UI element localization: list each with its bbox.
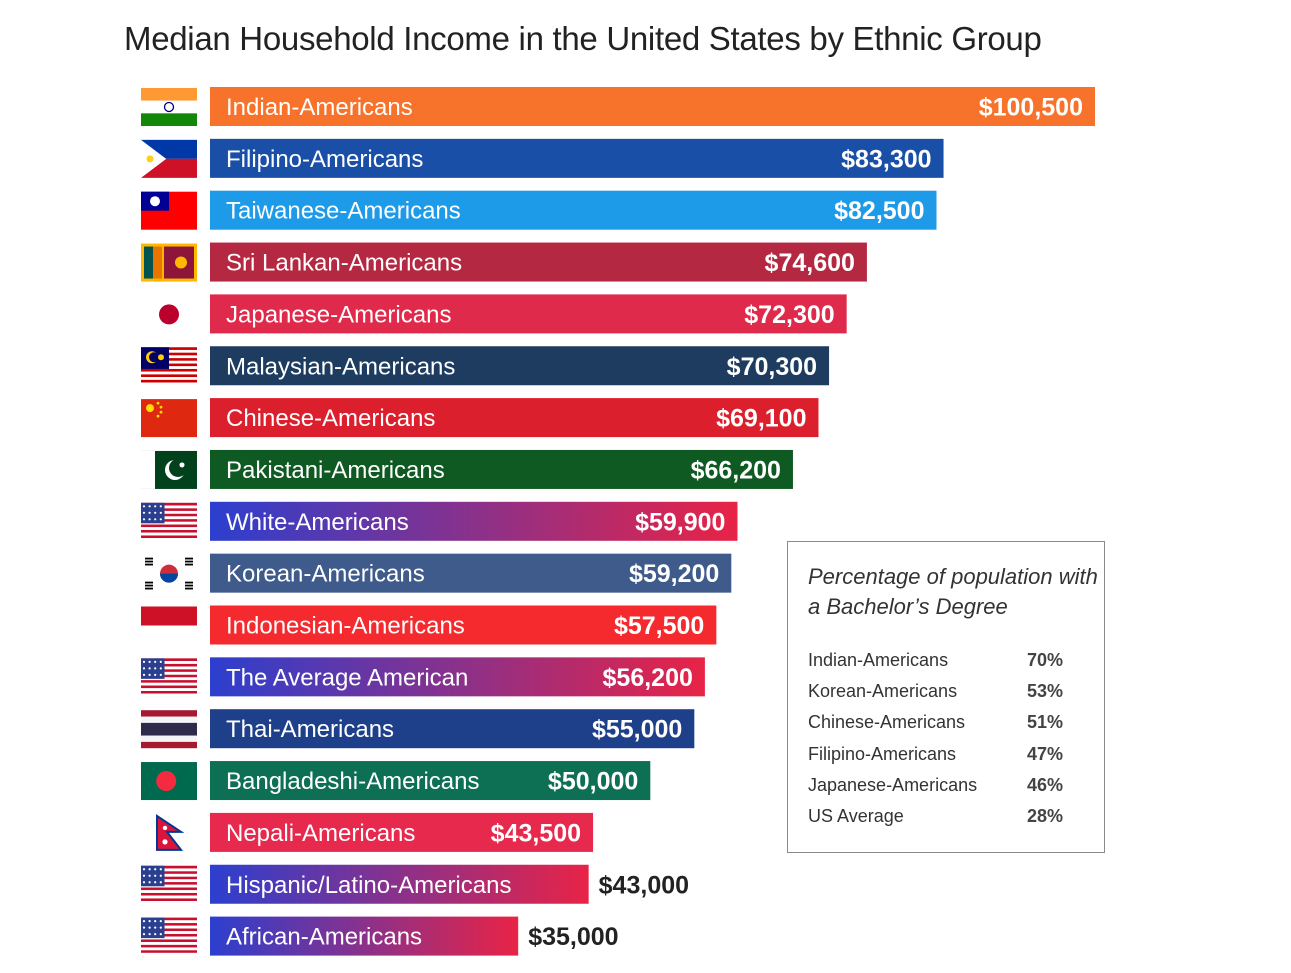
- chart-title: Median Household Income in the United St…: [124, 20, 1042, 57]
- bar-value-label: $43,500: [491, 819, 581, 847]
- bar-value-label: $56,200: [603, 664, 693, 692]
- education-row-value: 47%: [1026, 743, 1063, 764]
- education-row: Indian-Americans 70%: [808, 650, 1063, 681]
- nepal-flag-icon: [156, 814, 185, 851]
- bar-category-label: Indian-Americans: [226, 94, 413, 121]
- bar-category-label: Malaysian-Americans: [226, 353, 455, 380]
- bar: [210, 812, 594, 852]
- bar: [210, 916, 519, 956]
- education-row-label: Japanese-Americans: [808, 774, 978, 795]
- thailand-flag-icon: [141, 710, 197, 749]
- sri-lanka-flag-icon: [141, 243, 197, 282]
- bar-category-label: The Average American: [226, 664, 468, 691]
- education-row: Japanese-Americans 46%: [808, 775, 1063, 806]
- education-row-label: US Average: [808, 805, 904, 826]
- bar-value-label: $55,000: [592, 716, 682, 744]
- bar-category-label: Sri Lankan-Americans: [226, 250, 462, 277]
- education-box-title: Percentage of population with a Bachelor…: [808, 564, 1098, 619]
- education-row-value: 70%: [1026, 650, 1063, 670]
- bar: [210, 605, 717, 645]
- education-row-value: 28%: [1026, 805, 1063, 826]
- bar-value-label: $83,300: [841, 145, 931, 173]
- bar: [210, 398, 819, 438]
- bar-value-label: $69,100: [716, 405, 806, 433]
- bar: [210, 138, 944, 178]
- education-list: Indian-Americans 70% Korean-Americans 53% …: [808, 650, 1063, 837]
- education-row-label: Filipino-Americans: [808, 743, 957, 764]
- bar: [210, 864, 589, 904]
- bar: [210, 657, 705, 697]
- bar-value-label: $35,000: [528, 923, 618, 951]
- bar-value-label: $43,000: [599, 871, 689, 899]
- bar: [210, 346, 830, 386]
- bar-value-label: $74,600: [765, 249, 855, 277]
- bar-value-label: $59,900: [635, 508, 725, 536]
- education-row: Korean-Americans 53%: [808, 681, 1063, 712]
- bar-category-label: Thai-Americans: [226, 716, 394, 743]
- education-row-value: 51%: [1026, 712, 1063, 733]
- taiwan-flag-icon: [141, 191, 197, 230]
- bar-value-label: $66,200: [691, 456, 781, 484]
- education-row-label: Indian-Americans: [808, 650, 949, 670]
- bar-value-label: $82,500: [834, 197, 924, 225]
- bar-category-label: Indonesian-Americans: [226, 613, 465, 640]
- bar-category-label: Japanese-Americans: [226, 301, 451, 328]
- bar-value-label: $50,000: [548, 768, 638, 796]
- education-row-value: 46%: [1026, 774, 1063, 795]
- bar: [210, 553, 732, 593]
- bar: [210, 501, 738, 541]
- education-row-label: Chinese-Americans: [808, 712, 966, 733]
- philippines-flag-icon: [141, 139, 197, 178]
- bar-value-label: $72,300: [744, 301, 834, 329]
- bar: [210, 190, 937, 230]
- bar: [210, 294, 847, 334]
- bar-category-label: Hispanic/Latino-Americans: [226, 872, 511, 899]
- usa-flag-icon: [141, 502, 197, 541]
- bar-category-label: Filipino-Americans: [226, 146, 423, 173]
- bar: [210, 449, 793, 489]
- malaysia-flag-icon: [141, 347, 197, 386]
- bar: [210, 87, 1095, 126]
- bar-category-label: Taiwanese-Americans: [226, 198, 461, 225]
- bar-category-label: Bangladeshi-Americans: [226, 768, 479, 795]
- bangladesh-flag-icon: [141, 762, 197, 801]
- bar-category-label: Chinese-Americans: [226, 405, 435, 432]
- indonesia-flag-icon: [141, 606, 197, 645]
- china-flag-icon: [141, 399, 197, 438]
- education-box: Percentage of population with a Bachelor…: [787, 541, 1105, 853]
- bar: [210, 761, 651, 801]
- bar-value-label: $70,300: [727, 353, 817, 381]
- usa-flag-icon: [141, 917, 197, 956]
- bar-category-label: Korean-Americans: [226, 561, 425, 588]
- bar: [210, 709, 695, 749]
- bars-layer: Indian-Americans $100,500 Filipino-America…: [210, 87, 1095, 956]
- education-row: Chinese-Americans 51%: [808, 712, 1063, 743]
- japan-flag-icon: [141, 295, 197, 334]
- education-row: US Average 28%: [808, 806, 1063, 837]
- bar: [210, 242, 867, 282]
- south-korea-flag-icon: [141, 554, 197, 593]
- bar-category-label: Nepali-Americans: [226, 820, 415, 847]
- usa-flag-icon: [141, 658, 197, 697]
- bar-value-label: $59,200: [629, 560, 719, 588]
- bar-value-label: $100,500: [979, 94, 1083, 122]
- bar-category-label: African-Americans: [226, 924, 422, 951]
- bar-value-label: $57,500: [614, 612, 704, 640]
- education-row-value: 53%: [1026, 681, 1063, 702]
- education-row: Filipino-Americans 47%: [808, 744, 1063, 775]
- education-row-label: Korean-Americans: [808, 681, 958, 702]
- bar-category-label: White-Americans: [226, 509, 409, 536]
- pakistan-flag-icon: [141, 450, 197, 489]
- bar-category-label: Pakistani-Americans: [226, 457, 445, 484]
- usa-flag-icon: [141, 865, 197, 904]
- india-flag-icon: [141, 88, 197, 126]
- flags-layer: [141, 88, 197, 956]
